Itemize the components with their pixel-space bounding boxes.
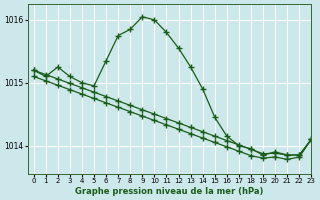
X-axis label: Graphe pression niveau de la mer (hPa): Graphe pression niveau de la mer (hPa) [75, 187, 264, 196]
